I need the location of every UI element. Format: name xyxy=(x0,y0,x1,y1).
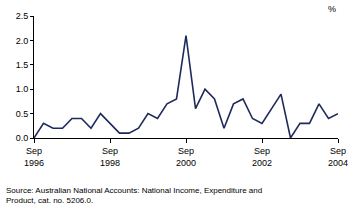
svg-text:Sep2004: Sep2004 xyxy=(328,146,348,168)
svg-text:Sep1996: Sep1996 xyxy=(24,146,44,168)
svg-text:2.5: 2.5 xyxy=(16,11,29,21)
svg-text:Sep2000: Sep2000 xyxy=(176,146,196,168)
svg-text:%: % xyxy=(328,4,336,14)
svg-text:1.0: 1.0 xyxy=(16,84,29,94)
svg-text:Sep2002: Sep2002 xyxy=(252,146,272,168)
svg-text:0.5: 0.5 xyxy=(16,109,29,119)
svg-text:Source: Australian National Ac: Source: Australian National Accounts: Na… xyxy=(6,186,262,205)
svg-text:Sep1998: Sep1998 xyxy=(100,146,120,168)
svg-text:2.0: 2.0 xyxy=(16,36,29,46)
svg-text:0.0: 0.0 xyxy=(16,133,29,143)
svg-text:1.5: 1.5 xyxy=(16,60,29,70)
